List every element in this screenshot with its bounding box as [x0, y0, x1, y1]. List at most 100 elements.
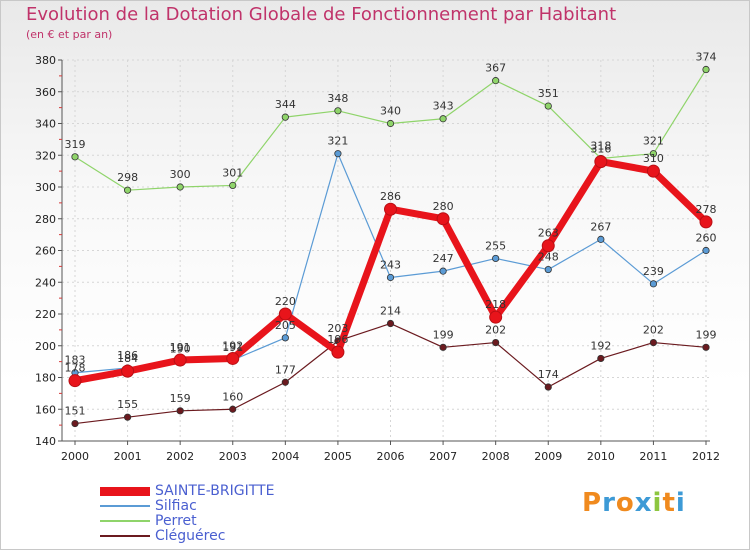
data-label: 316 [590, 143, 611, 156]
logo-letter: P [582, 488, 603, 518]
data-point [281, 378, 289, 386]
data-point [331, 345, 345, 359]
data-point [649, 338, 658, 347]
x-tick-label: 2004 [271, 450, 299, 463]
x-tick-label: 2006 [377, 450, 405, 463]
data-point [68, 374, 82, 388]
data-label: 155 [117, 398, 138, 411]
data-label: 263 [538, 227, 559, 240]
x-tick-label: 2003 [219, 450, 247, 463]
data-point [278, 307, 292, 321]
data-label: 160 [222, 390, 243, 403]
legend-swatch [100, 505, 150, 507]
data-point [386, 119, 395, 128]
x-tick-label: 2009 [534, 450, 562, 463]
legend-label: SAINTE-BRIGITTE [155, 483, 275, 499]
data-point [229, 181, 237, 190]
data-label: 220 [275, 295, 296, 308]
legend-label: Perret [155, 513, 197, 529]
y-tick-label: 140 [35, 435, 56, 448]
x-tick-label: 2002 [166, 450, 194, 463]
data-label: 367 [485, 62, 506, 75]
data-point [386, 319, 395, 328]
data-point [597, 354, 605, 363]
y-tick-label: 200 [35, 340, 56, 353]
data-point [544, 102, 552, 110]
data-point [544, 383, 552, 391]
data-label: 243 [380, 258, 401, 271]
data-point [492, 77, 500, 85]
data-label: 190 [170, 343, 191, 356]
data-point [702, 246, 710, 255]
data-label: 202 [643, 324, 664, 337]
data-label: 318 [590, 139, 611, 152]
chart-subtitle: (en € et par an) [26, 28, 113, 41]
chart-title: Evolution de la Dotation Globale de Fonc… [26, 4, 617, 25]
x-tick-label: 2007 [429, 450, 457, 463]
data-label: 178 [65, 362, 86, 375]
data-label: 191 [222, 341, 243, 354]
legend-label: Silfiac [155, 498, 197, 514]
data-label: 218 [485, 298, 506, 311]
x-tick-label: 2005 [324, 450, 352, 463]
logo-letter: x [634, 488, 653, 518]
legend-swatch [100, 535, 150, 537]
logo-letter: r [602, 488, 616, 518]
y-tick-label: 360 [35, 86, 56, 99]
data-point [646, 164, 660, 178]
y-tick-label: 300 [35, 181, 56, 194]
data-label: 177 [275, 363, 296, 376]
data-point [492, 254, 500, 263]
legend-swatch [100, 520, 150, 522]
data-point [281, 113, 289, 121]
data-point [702, 343, 710, 351]
x-tick-label: 2008 [482, 450, 510, 463]
x-tick-label: 2010 [587, 450, 615, 463]
data-point [71, 153, 79, 161]
data-label: 159 [170, 392, 191, 405]
data-point [121, 364, 135, 378]
data-point [334, 107, 342, 115]
data-label: 192 [590, 339, 611, 352]
data-point [123, 186, 132, 194]
data-point [386, 273, 395, 282]
x-tick-label: 2001 [114, 450, 142, 463]
data-point [176, 407, 184, 415]
data-point [229, 405, 237, 413]
data-label: 298 [117, 171, 138, 184]
data-point [597, 235, 605, 243]
data-point [226, 351, 240, 365]
data-label: 196 [327, 333, 348, 346]
data-label: 214 [380, 305, 401, 318]
y-tick-label: 380 [35, 54, 56, 67]
x-tick-label: 2011 [639, 450, 667, 463]
logo-letter: i [675, 488, 686, 518]
logo-letter: i [652, 488, 663, 518]
legend-label: Cléguérec [155, 528, 226, 544]
data-point [649, 150, 658, 158]
data-label: 310 [643, 152, 664, 165]
data-point [436, 212, 450, 226]
data-label: 247 [433, 252, 454, 265]
series-line-cl-gu-rec [74, 322, 707, 425]
data-label: 319 [65, 138, 86, 151]
data-point [439, 115, 447, 123]
proxiti-logo: Proxiti [582, 488, 686, 518]
data-label: 300 [170, 168, 191, 181]
data-point [439, 343, 447, 351]
data-label: 255 [485, 239, 506, 252]
y-tick-label: 280 [35, 213, 56, 226]
data-label: 248 [538, 251, 559, 264]
y-tick-label: 340 [35, 118, 56, 131]
data-label: 280 [433, 200, 454, 213]
data-label: 239 [643, 265, 664, 278]
data-point [544, 265, 552, 274]
data-label: 301 [222, 166, 243, 179]
y-tick-label: 180 [35, 372, 56, 385]
data-point [702, 65, 710, 74]
data-point [281, 334, 289, 342]
data-label: 351 [538, 87, 559, 100]
data-label: 321 [327, 135, 348, 148]
data-point [384, 202, 397, 216]
